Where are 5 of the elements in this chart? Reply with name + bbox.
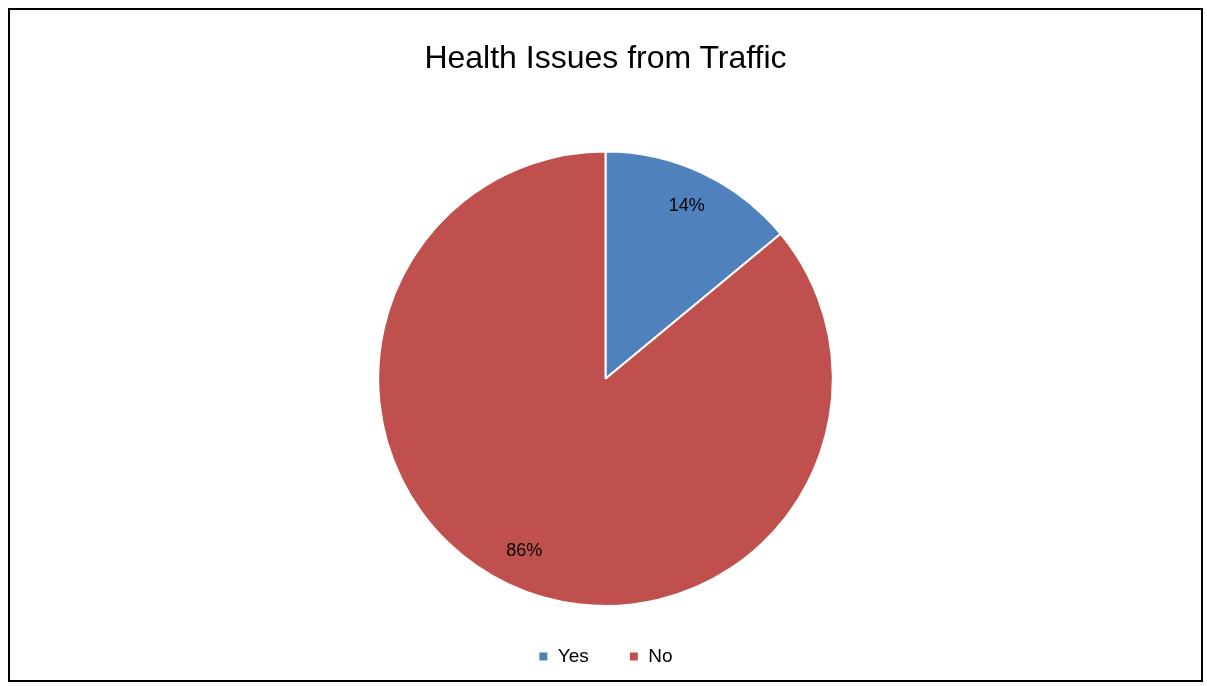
- data-label: 14%: [668, 194, 705, 215]
- data-label: 86%: [506, 540, 543, 561]
- chart-title: Health Issues from Traffic: [424, 39, 787, 76]
- legend-label: Yes: [557, 644, 589, 666]
- legend-label: No: [648, 644, 673, 666]
